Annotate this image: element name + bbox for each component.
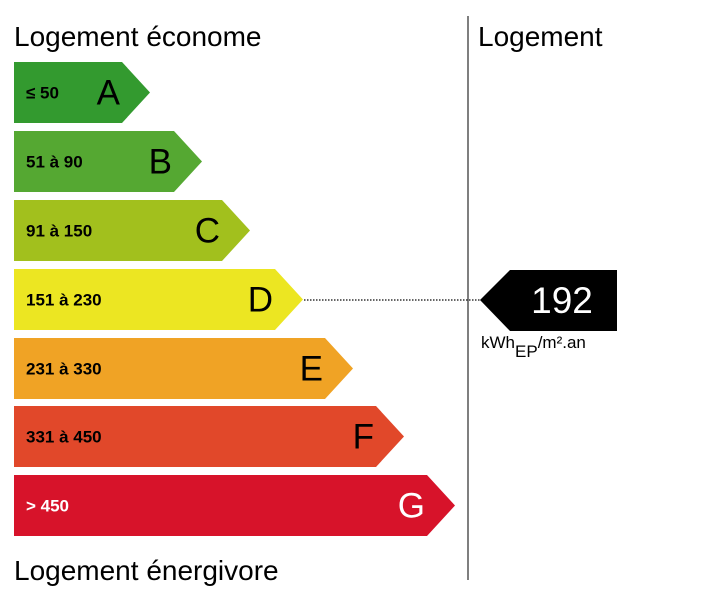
class-bar [14,200,250,261]
class-letter: F [353,418,374,457]
right-title: Logement [478,21,603,52]
indicator-unit: kWhEP/m².an [481,333,586,361]
class-bar [14,338,353,399]
indicator-arrow [480,270,617,331]
class-bar [14,269,303,330]
class-bars: ≤ 50 A 51 à 90 B 91 à 150 C 151 à 230 D 231 à 33… [14,62,455,536]
unit-sub: EP [515,342,538,361]
class-letter: G [398,487,425,526]
class-bar [14,475,455,536]
class-bar [14,131,202,192]
class-range: 331 à 450 [26,428,102,447]
class-letter: C [195,212,220,251]
class-letter: D [248,281,273,320]
class-range: 151 à 230 [26,291,102,310]
class-range: 231 à 330 [26,360,102,379]
class-bar [14,406,404,467]
class-range: ≤ 50 [26,84,59,103]
bottom-title: Logement énergivore [14,555,279,586]
class-letter: E [300,350,323,389]
class-range: 51 à 90 [26,153,83,172]
class-letter: A [97,74,121,113]
class-letter: B [149,143,172,182]
class-range: 91 à 150 [26,222,92,241]
unit: kWh [481,333,515,352]
indicator-value: 192 [531,280,593,321]
class-range: > 450 [26,497,69,516]
class-bar [14,62,150,123]
unit-rest: /m².an [538,333,586,352]
top-title: Logement économe [14,21,262,52]
